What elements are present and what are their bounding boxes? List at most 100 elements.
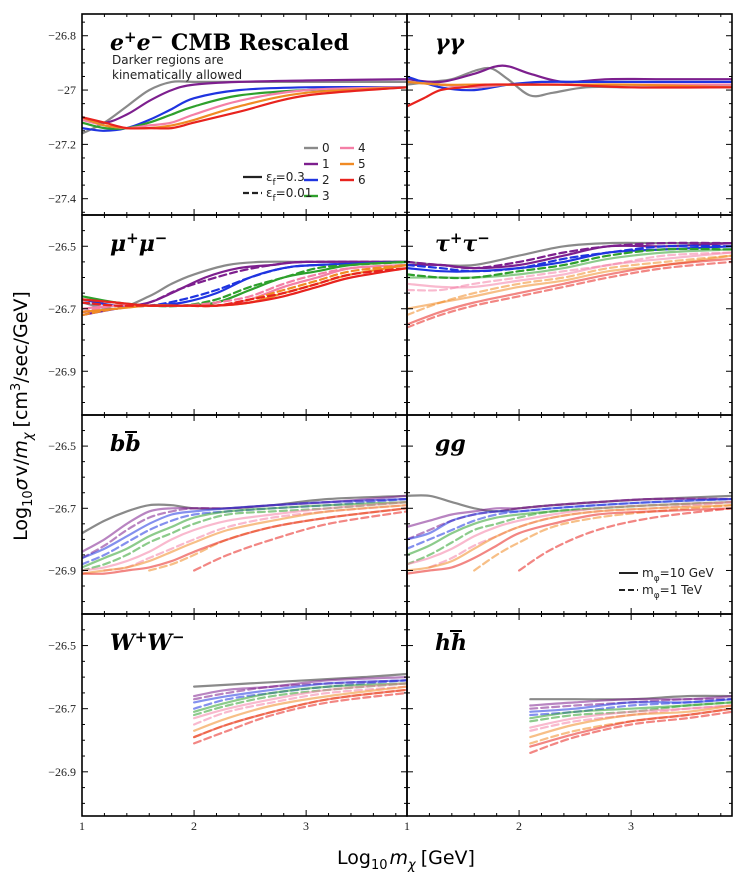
panel-bb-series <box>82 494 407 575</box>
x-tick-right-2: 2 <box>516 819 522 833</box>
panel-gluon-series-6-solid-11 <box>407 507 732 575</box>
panel-mumu-ytick-label-2: −26.9 <box>48 364 76 378</box>
panel-bb-series-6-dashed-12 <box>193 510 407 572</box>
panel-tautau-series-4-dashed-8 <box>407 251 732 292</box>
panel-ee-title-suffix: CMB Rescaled <box>163 30 349 56</box>
legend-label-1: 1 <box>322 157 330 171</box>
panel-tautau-series-6-solid-11 <box>407 257 732 326</box>
panel-ww-series-0-solid-0 <box>193 672 407 688</box>
panel-ww-title-part-2: W <box>147 630 174 656</box>
panel-mumu: −26.5−26.7−26.9μ+μ− <box>48 214 408 416</box>
panel-hh-frame <box>406 613 733 817</box>
panel-mumu-series-6-dashed-12 <box>82 267 407 308</box>
legend-mphi-solid: mφ=10 GeV <box>642 566 714 584</box>
panel-gluon-series-4-solid-7 <box>407 501 732 566</box>
panel-ww: −26.5−26.7−26.9W+W− <box>48 613 408 817</box>
panel-ww-series-3-solid-5 <box>193 682 407 713</box>
panel-ww-ytick-label-2: −26.9 <box>48 765 76 779</box>
panel-ee-title-part-0: e <box>110 30 124 56</box>
panel-ee-ytick-label-0: −26.8 <box>48 29 76 43</box>
panel-gluon-series-5-solid-9 <box>407 504 732 572</box>
panel-hh-title-part-0: h <box>435 630 451 656</box>
panel-bb-ytick-label-0: −26.5 <box>48 439 76 453</box>
panel-hh-series <box>529 694 732 754</box>
legend-mphi-dash: mφ=1 TeV <box>642 583 703 601</box>
panel-ee-series-5-solid-5 <box>82 86 407 130</box>
legend-label-5: 5 <box>358 157 366 171</box>
legend-eps-dash: εf=0.01 <box>266 186 312 204</box>
panel-mumu-ytick-label-0: −26.5 <box>48 239 76 253</box>
panel-ww-series-2-solid-3 <box>193 679 407 704</box>
panel-tautau-series-2-dashed-4 <box>407 244 732 273</box>
panel-ee-ytick-label-2: −27.2 <box>48 137 76 151</box>
panel-tautau-series <box>407 241 732 329</box>
panel-bb: −26.5 −26.7 −26.9 bb <box>48 414 408 615</box>
panel-tautau-series-1-dashed-2 <box>407 241 732 270</box>
note-line-1: Darker regions are <box>112 53 224 67</box>
legend-label-3: 3 <box>322 189 330 203</box>
panel-bb-series-6-solid-11 <box>82 507 407 575</box>
panel-bb-ytick-label-1: −26.7 <box>48 501 76 515</box>
epsilon-legend: εf=0.3 εf=0.01 <box>243 170 312 204</box>
panel-ee-title-part-2: e <box>137 30 151 56</box>
panel-gluon-title-part-0: gg <box>435 431 466 457</box>
panel-ww-series-6-solid-11 <box>193 688 407 739</box>
legend-label-4: 4 <box>358 141 366 155</box>
panel-ee-ytick-label-1: −27 <box>57 83 76 97</box>
panel-mumu-series <box>82 260 407 317</box>
panel-gg_photon-title-part-0: γγ <box>435 30 466 56</box>
panel-ee-title-part-3: − <box>151 28 164 46</box>
y-axis-label: Log10σv/mχ[cm3/sec/GeV] <box>9 291 36 541</box>
panel-ww-title: W+W− <box>110 628 185 656</box>
panel-hh-title-part-1: h <box>451 630 467 656</box>
x-tick-left-1: 1 <box>79 819 85 833</box>
panel-tautau-title-part-2: τ <box>462 231 477 257</box>
series-legend: 0 1 2 3 4 5 6 <box>304 141 366 203</box>
kinematics-note: Darker regions are kinematically allowed <box>112 53 242 82</box>
x-axis-label: Log10 mχ [GeV] <box>337 847 475 873</box>
panel-ww-ytick-label-1: −26.7 <box>48 702 76 716</box>
x-tick-labels: 1 2 3 1 2 3 <box>79 819 634 833</box>
panel-ww-series-6-dashed-12 <box>193 691 407 745</box>
panel-hh-series-6-dashed-12 <box>529 710 732 754</box>
panel-hh-series-5-solid-9 <box>529 704 732 739</box>
panel-gg_photon-series-6-solid-6 <box>407 83 732 108</box>
panel-bb-series-5-solid-9 <box>82 504 407 575</box>
panel-bb-series-2-solid-3 <box>82 497 407 560</box>
panel-mumu-title-part-0: μ <box>110 231 126 257</box>
panel-tautau-series-6-dashed-12 <box>407 260 732 329</box>
panel-bb-title: bb <box>110 431 141 457</box>
panel-tautau-title-part-0: τ <box>435 231 450 257</box>
panel-gg_photon-series <box>407 64 732 108</box>
panel-tautau-series-4-solid-7 <box>407 251 732 289</box>
panel-ee-series-6-solid-6 <box>82 86 407 130</box>
panel-gg_photon-title: γγ <box>435 30 466 56</box>
legend-label-2: 2 <box>322 173 330 187</box>
panel-ee: −26.8 −27 −27.2 −27.4 e+e− CMB Rescaled <box>48 13 408 216</box>
panel-bb-ytick-label-2: −26.9 <box>48 563 76 577</box>
panel-gluon-series-2-dashed-4 <box>407 497 732 550</box>
panel-hh-series-6-solid-11 <box>529 707 732 748</box>
panel-bb-title-part-0: b <box>110 431 125 457</box>
panel-ee-series-1-solid-1 <box>82 78 407 124</box>
panel-ee-title: e+e− CMB Rescaled <box>110 28 349 56</box>
panel-gluon-series-6-dashed-12 <box>518 507 732 572</box>
panel-bb-series-3-solid-5 <box>82 501 407 569</box>
panel-mumu-series-6-solid-11 <box>82 267 407 307</box>
panel-hh-series-4-solid-7 <box>529 704 732 729</box>
panel-mumu-title-part-2: μ <box>139 231 155 257</box>
panel-tautau-series-3-dashed-6 <box>407 247 732 280</box>
panel-gluon: gg <box>406 414 733 615</box>
panel-mumu-title-part-1: + <box>126 229 139 247</box>
x-tick-left-2: 2 <box>191 819 197 833</box>
panels-group: −26.8−27−27.2−27.4e+e− CMB Rescaled γγ−26… <box>48 13 733 817</box>
x-tick-right-1: 1 <box>404 819 410 833</box>
panel-gluon-series-2-solid-3 <box>407 497 732 541</box>
panel-ww-series-4-dashed-8 <box>193 685 407 726</box>
mphi-legend: mφ=10 GeV mφ=1 TeV <box>619 566 714 601</box>
panel-ee-ytick-label-3: −27.4 <box>48 192 76 206</box>
panel-ww-series-4-solid-7 <box>193 682 407 720</box>
legend-label-6: 6 <box>358 173 366 187</box>
note-line-2: kinematically allowed <box>112 68 242 82</box>
